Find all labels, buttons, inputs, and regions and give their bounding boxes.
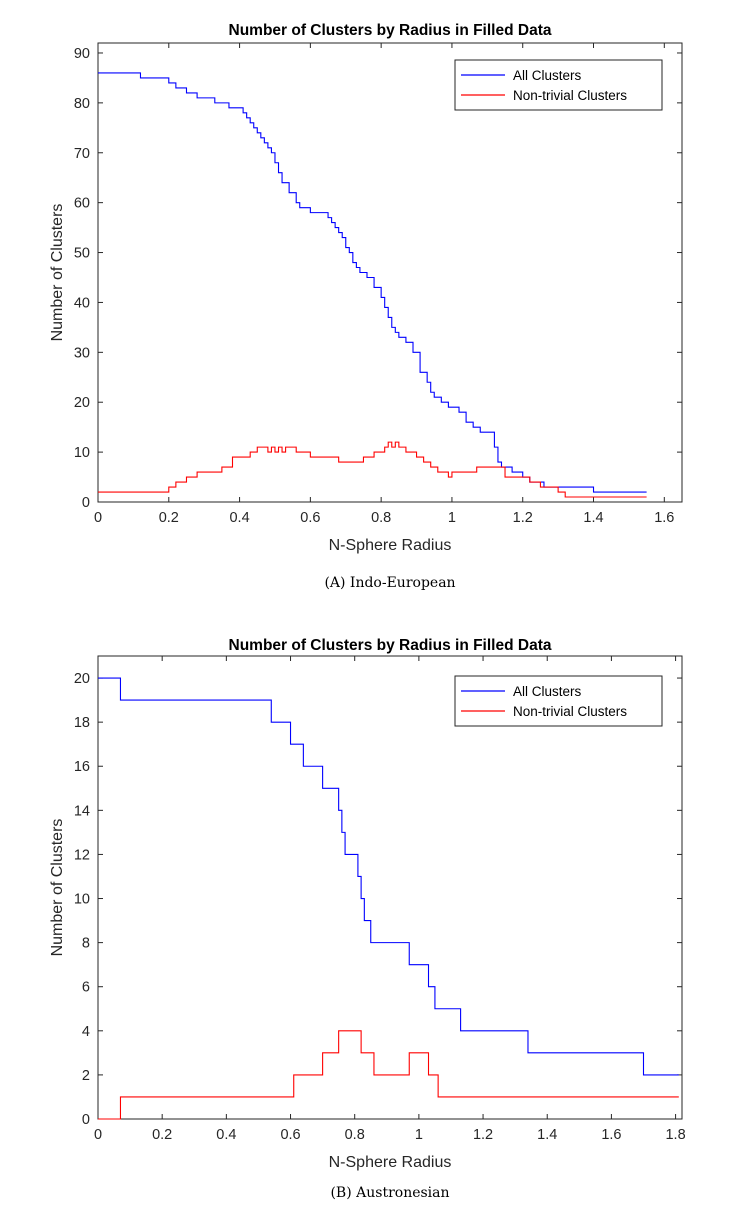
series-line-all-clusters [98,72,647,493]
legend-label: All Clusters [513,684,582,699]
legend-label: Non-trivial Clusters [513,88,627,103]
y-axis-label: Number of Clusters [49,819,66,957]
y-tick-label: 18 [74,715,90,731]
x-tick-label: 1 [415,1127,423,1143]
y-tick-label: 2 [82,1068,90,1084]
x-tick-label: 0.8 [371,510,391,526]
y-tick-label: 60 [74,196,90,212]
axes-box [97,42,683,503]
series-line-non-trivial-clusters [98,1030,679,1120]
x-tick-label: 0.4 [229,510,249,526]
x-tick-label: 0.6 [280,1127,300,1143]
legend-box [454,59,663,111]
y-tick-label: 80 [74,96,90,112]
axes-box [97,655,683,1120]
series-line-all-clusters [98,677,679,1076]
x-tick-label: 0.2 [152,1127,172,1143]
y-tick-label: 12 [74,847,90,863]
x-tick-label: 1.8 [665,1127,685,1143]
y-tick-label: 0 [82,495,90,511]
y-tick-label: 40 [74,295,90,311]
x-tick-label: 1.4 [537,1127,557,1143]
y-axis-label: Number of Clusters [49,204,66,342]
x-axis-label: N-Sphere Radius [329,1154,452,1171]
x-tick-label: 1.2 [513,510,533,526]
chart-title: Number of Clusters by Radius in Filled D… [229,637,552,654]
figure-caption: (B) Austronesian [330,1185,449,1201]
chart-panel-austronesian: Number of Clusters by Radius in Filled D… [0,610,754,1209]
chart-panel-indo-european: Number of Clusters by Radius in Filled D… [0,0,754,600]
figure-caption: (A) Indo-European [324,575,455,591]
y-tick-label: 50 [74,246,90,262]
x-tick-label: 1 [448,510,456,526]
y-tick-label: 6 [82,980,90,996]
y-tick-label: 20 [74,671,90,687]
x-tick-label: 0.2 [159,510,179,526]
y-tick-label: 10 [74,445,90,461]
y-tick-label: 0 [82,1112,90,1128]
x-tick-label: 0.4 [216,1127,236,1143]
x-tick-label: 1.6 [601,1127,621,1143]
x-tick-label: 0.6 [300,510,320,526]
chart-austronesian: Number of Clusters by Radius in Filled D… [49,637,686,1201]
x-tick-label: 0 [94,510,102,526]
y-tick-label: 20 [74,395,90,411]
y-tick-label: 10 [74,892,90,908]
y-tick-label: 30 [74,345,90,361]
legend-box [454,675,663,727]
y-tick-label: 14 [74,803,90,819]
x-tick-label: 0.8 [345,1127,365,1143]
y-tick-label: 70 [74,146,90,162]
series-line-non-trivial-clusters [98,441,647,498]
x-tick-label: 0 [94,1127,102,1143]
y-tick-label: 4 [82,1024,90,1040]
x-axis-label: N-Sphere Radius [329,537,452,554]
chart-indo-european: Number of Clusters by Radius in Filled D… [49,22,683,591]
legend-label: Non-trivial Clusters [513,704,627,719]
y-tick-label: 90 [74,46,90,62]
chart-title: Number of Clusters by Radius in Filled D… [229,22,552,39]
y-tick-label: 8 [82,936,90,952]
x-tick-label: 1.4 [583,510,603,526]
y-tick-label: 16 [74,759,90,775]
legend-label: All Clusters [513,68,582,83]
x-tick-label: 1.2 [473,1127,493,1143]
x-tick-label: 1.6 [654,510,674,526]
